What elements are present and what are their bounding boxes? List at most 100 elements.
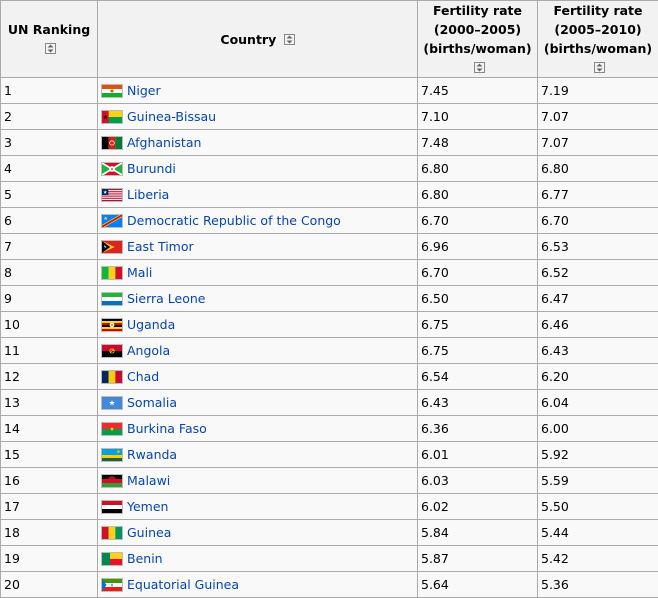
column-header-rank[interactable]: UN Ranking <box>1 1 98 78</box>
mali-flag-icon <box>101 266 123 280</box>
fertility-2000-2005-cell: 6.36 <box>418 416 538 442</box>
column-header-unit: (births/woman) <box>544 41 652 56</box>
fertility-2000-2005-cell: 7.45 <box>418 78 538 104</box>
fertility-2005-2010-cell: 6.43 <box>538 338 658 364</box>
country-link[interactable]: Niger <box>127 83 161 98</box>
country-cell: Uganda <box>98 312 418 338</box>
sort-icon[interactable] <box>474 62 485 73</box>
country-link[interactable]: East Timor <box>127 239 194 254</box>
guinea-flag-icon <box>101 526 123 540</box>
fertility-2005-2010-cell: 7.07 <box>538 130 658 156</box>
malawi-flag-icon <box>101 474 123 488</box>
fertility-2000-2005-cell: 6.96 <box>418 234 538 260</box>
country-cell: Burkina Faso <box>98 416 418 442</box>
rank-cell: 5 <box>1 182 98 208</box>
country-link[interactable]: Equatorial Guinea <box>127 577 239 592</box>
fertility-2000-2005-cell: 6.75 <box>418 312 538 338</box>
fertility-2005-2010-cell: 6.00 <box>538 416 658 442</box>
fertility-2005-2010-cell: 6.04 <box>538 390 658 416</box>
uganda-flag-icon <box>101 318 123 332</box>
rank-cell: 11 <box>1 338 98 364</box>
country-cell: Mali <box>98 260 418 286</box>
fertility-2005-2010-cell: 5.42 <box>538 546 658 572</box>
column-header-label: UN Ranking <box>8 22 90 37</box>
country-cell: Guinea-Bissau <box>98 104 418 130</box>
column-header-fertility-2000-2005[interactable]: Fertility rate (2000–2005) (births/woman… <box>418 1 538 78</box>
country-link[interactable]: Rwanda <box>127 447 177 462</box>
fertility-2000-2005-cell: 6.03 <box>418 468 538 494</box>
fertility-2005-2010-cell: 6.47 <box>538 286 658 312</box>
sort-icon[interactable] <box>594 62 605 73</box>
country-cell: Afghanistan <box>98 130 418 156</box>
country-link[interactable]: Chad <box>127 369 159 384</box>
angola-flag-icon <box>101 344 123 358</box>
sort-icon[interactable] <box>284 34 295 45</box>
country-cell: Guinea <box>98 520 418 546</box>
rank-cell: 6 <box>1 208 98 234</box>
fertility-2000-2005-cell: 6.01 <box>418 442 538 468</box>
country-cell: Liberia <box>98 182 418 208</box>
somalia-flag-icon <box>101 396 123 410</box>
country-link[interactable]: Angola <box>127 343 170 358</box>
header-row: UN Ranking Country Fertility rate (2000–… <box>1 1 658 78</box>
fertility-2005-2010-cell: 6.70 <box>538 208 658 234</box>
rank-cell: 13 <box>1 390 98 416</box>
country-cell: Chad <box>98 364 418 390</box>
column-header-label: Country <box>220 32 276 47</box>
fertility-2000-2005-cell: 7.10 <box>418 104 538 130</box>
country-link[interactable]: Guinea-Bissau <box>127 109 216 124</box>
country-link[interactable]: Afghanistan <box>127 135 201 150</box>
chad-flag-icon <box>101 370 123 384</box>
column-header-period: (2000–2005) <box>434 22 521 37</box>
country-link[interactable]: Malawi <box>127 473 170 488</box>
rank-cell: 18 <box>1 520 98 546</box>
afghanistan-flag-icon <box>101 136 123 150</box>
liberia-flag-icon <box>101 188 123 202</box>
fertility-2005-2010-cell: 6.77 <box>538 182 658 208</box>
country-link[interactable]: Liberia <box>127 187 169 202</box>
fertility-2000-2005-cell: 6.54 <box>418 364 538 390</box>
country-link[interactable]: Burundi <box>127 161 176 176</box>
country-link[interactable]: Somalia <box>127 395 177 410</box>
country-link[interactable]: Burkina Faso <box>127 421 207 436</box>
country-cell: Niger <box>98 78 418 104</box>
fertility-2005-2010-cell: 5.36 <box>538 572 658 598</box>
fertility-2005-2010-cell: 7.07 <box>538 104 658 130</box>
fertility-2000-2005-cell: 6.70 <box>418 260 538 286</box>
sierra-leone-flag-icon <box>101 292 123 306</box>
fertility-2005-2010-cell: 6.80 <box>538 156 658 182</box>
country-link[interactable]: Yemen <box>127 499 168 514</box>
country-link[interactable]: Guinea <box>127 525 171 540</box>
fertility-2000-2005-cell: 6.80 <box>418 182 538 208</box>
niger-flag-icon <box>101 84 123 98</box>
country-link[interactable]: Sierra Leone <box>127 291 206 306</box>
rank-cell: 16 <box>1 468 98 494</box>
rank-cell: 17 <box>1 494 98 520</box>
fertility-2005-2010-cell: 5.44 <box>538 520 658 546</box>
rank-cell: 19 <box>1 546 98 572</box>
rank-cell: 3 <box>1 130 98 156</box>
rank-cell: 9 <box>1 286 98 312</box>
fertility-2000-2005-cell: 5.87 <box>418 546 538 572</box>
sort-icon[interactable] <box>45 43 56 54</box>
country-link[interactable]: Uganda <box>127 317 175 332</box>
column-header-fertility-2005-2010[interactable]: Fertility rate (2005–2010) (births/woman… <box>538 1 658 78</box>
country-link[interactable]: Democratic Republic of the Congo <box>127 213 341 228</box>
fertility-2000-2005-cell: 5.64 <box>418 572 538 598</box>
country-link[interactable]: Benin <box>127 551 163 566</box>
yemen-flag-icon <box>101 500 123 514</box>
fertility-2005-2010-cell: 5.59 <box>538 468 658 494</box>
column-header-country[interactable]: Country <box>98 1 418 78</box>
column-header-label: Fertility rate <box>433 3 522 18</box>
country-link[interactable]: Mali <box>127 265 152 280</box>
fertility-2000-2005-cell: 6.75 <box>418 338 538 364</box>
